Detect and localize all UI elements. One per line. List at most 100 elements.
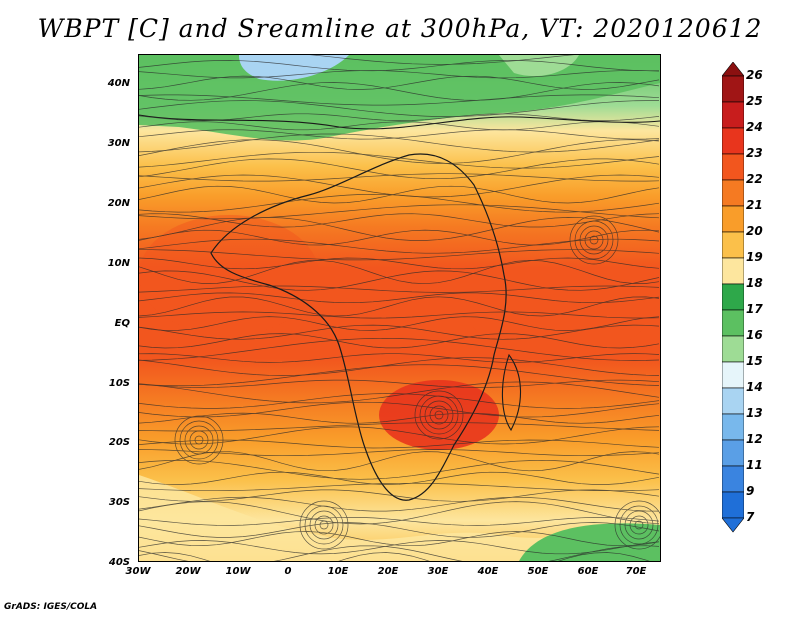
streamline-eddy (319, 520, 329, 530)
lon-label-70e: 70E (625, 566, 647, 577)
lon-label-20e: 20E (377, 566, 399, 577)
streamline (139, 381, 660, 404)
streamline-eddy (299, 500, 349, 550)
streamline-eddy (434, 410, 444, 420)
streamline (139, 316, 660, 331)
streamline (139, 158, 660, 180)
lat-label-10s: 10S (108, 378, 130, 389)
lon-label-0: 0 (284, 566, 292, 577)
streamline (139, 238, 660, 254)
streamline-eddy (314, 515, 334, 535)
streamline (139, 311, 660, 319)
lat-label-20s: 20S (108, 437, 130, 448)
streamline (139, 139, 660, 164)
streamline (139, 333, 660, 349)
streamline (139, 412, 660, 424)
colorbar-bottom-cap (722, 517, 744, 533)
streamline (139, 401, 660, 418)
streamline (139, 75, 660, 90)
streamline (139, 439, 660, 449)
streamline-eddy (414, 390, 464, 440)
streamlines (139, 55, 660, 561)
lon-label-10e: 10E (327, 566, 349, 577)
colorbar-label: 12 (746, 432, 763, 446)
lon-label-50e: 50E (527, 566, 549, 577)
cool-air-band-south (519, 523, 660, 561)
colorbar-top-cap (722, 62, 744, 77)
streamline (139, 82, 660, 101)
colorbar-label: 11 (746, 458, 763, 472)
colorbar-label: 19 (746, 250, 763, 264)
colorbar-label: 9 (746, 484, 755, 498)
streamline (309, 55, 575, 65)
streamline (139, 173, 660, 182)
colorbar-label: 13 (746, 406, 763, 420)
streamline-eddy (419, 395, 459, 435)
colorbar (722, 62, 744, 533)
warm-core (379, 380, 499, 450)
colorbar-label: 14 (746, 380, 763, 394)
map-title: WBPT [C] and Sreamline at 300hPa, VT: 20… (37, 14, 763, 43)
streamline (139, 113, 660, 121)
colorbar-segment (722, 465, 744, 493)
streamline (139, 496, 660, 512)
lon-label-30e: 30E (427, 566, 449, 577)
footer-credit: GrADS: IGES/COLA (4, 602, 98, 612)
streamline (139, 270, 660, 291)
streamline-eddy (614, 500, 660, 550)
streamline (139, 501, 660, 525)
streamline-eddy (579, 225, 609, 255)
colorbar-segment (722, 413, 744, 441)
colorbar-label: 22 (746, 172, 763, 186)
streamline-eddy (574, 220, 614, 260)
streamline-eddy (194, 435, 204, 445)
streamline-eddy (304, 505, 344, 545)
colorbar-segment (722, 257, 744, 285)
colorbar-label: 24 (746, 120, 763, 134)
streamline (139, 426, 660, 445)
colorbar-label: 18 (746, 276, 763, 290)
streamline (139, 185, 660, 204)
streamline (139, 471, 660, 485)
streamline (139, 257, 660, 270)
lat-label-20n: 20N (107, 198, 130, 209)
streamline-eddy (429, 405, 449, 425)
streamline-eddy (624, 510, 654, 540)
colorbar-label: 21 (746, 198, 763, 212)
streamline (139, 393, 660, 409)
streamline (139, 204, 660, 220)
streamline (139, 217, 660, 241)
colorbar-segment (722, 283, 744, 311)
streamline (139, 357, 660, 376)
colorbar-segment (722, 231, 744, 259)
streamline (139, 193, 660, 213)
streamline (139, 459, 660, 480)
lat-label-30n: 30N (107, 138, 130, 149)
colorbar-segment (722, 309, 744, 337)
streamline (139, 364, 660, 387)
colorbar-segment (722, 491, 744, 519)
streamline (139, 324, 660, 340)
colorbar-segment (722, 179, 744, 207)
streamline (139, 482, 660, 492)
lon-label-30w: 30W (125, 566, 151, 577)
lat-label-10n: 10N (107, 258, 130, 269)
colorbar-segment (722, 439, 744, 467)
streamline (139, 353, 660, 363)
streamline (139, 422, 660, 432)
colorbar-segment (722, 387, 744, 415)
streamline (139, 540, 660, 555)
streamline (139, 60, 659, 72)
streamline (139, 259, 660, 285)
streamline-eddy (189, 430, 209, 450)
streamline (139, 133, 660, 153)
streamline (139, 337, 660, 361)
streamline (139, 94, 660, 106)
streamline (139, 545, 660, 561)
lon-label-20w: 20W (175, 566, 201, 577)
map-panel (138, 54, 661, 562)
colorbar-label: 17 (746, 302, 763, 316)
streamline (139, 292, 660, 304)
africa-coastline (210, 153, 507, 501)
streamline-eddy (634, 520, 644, 530)
